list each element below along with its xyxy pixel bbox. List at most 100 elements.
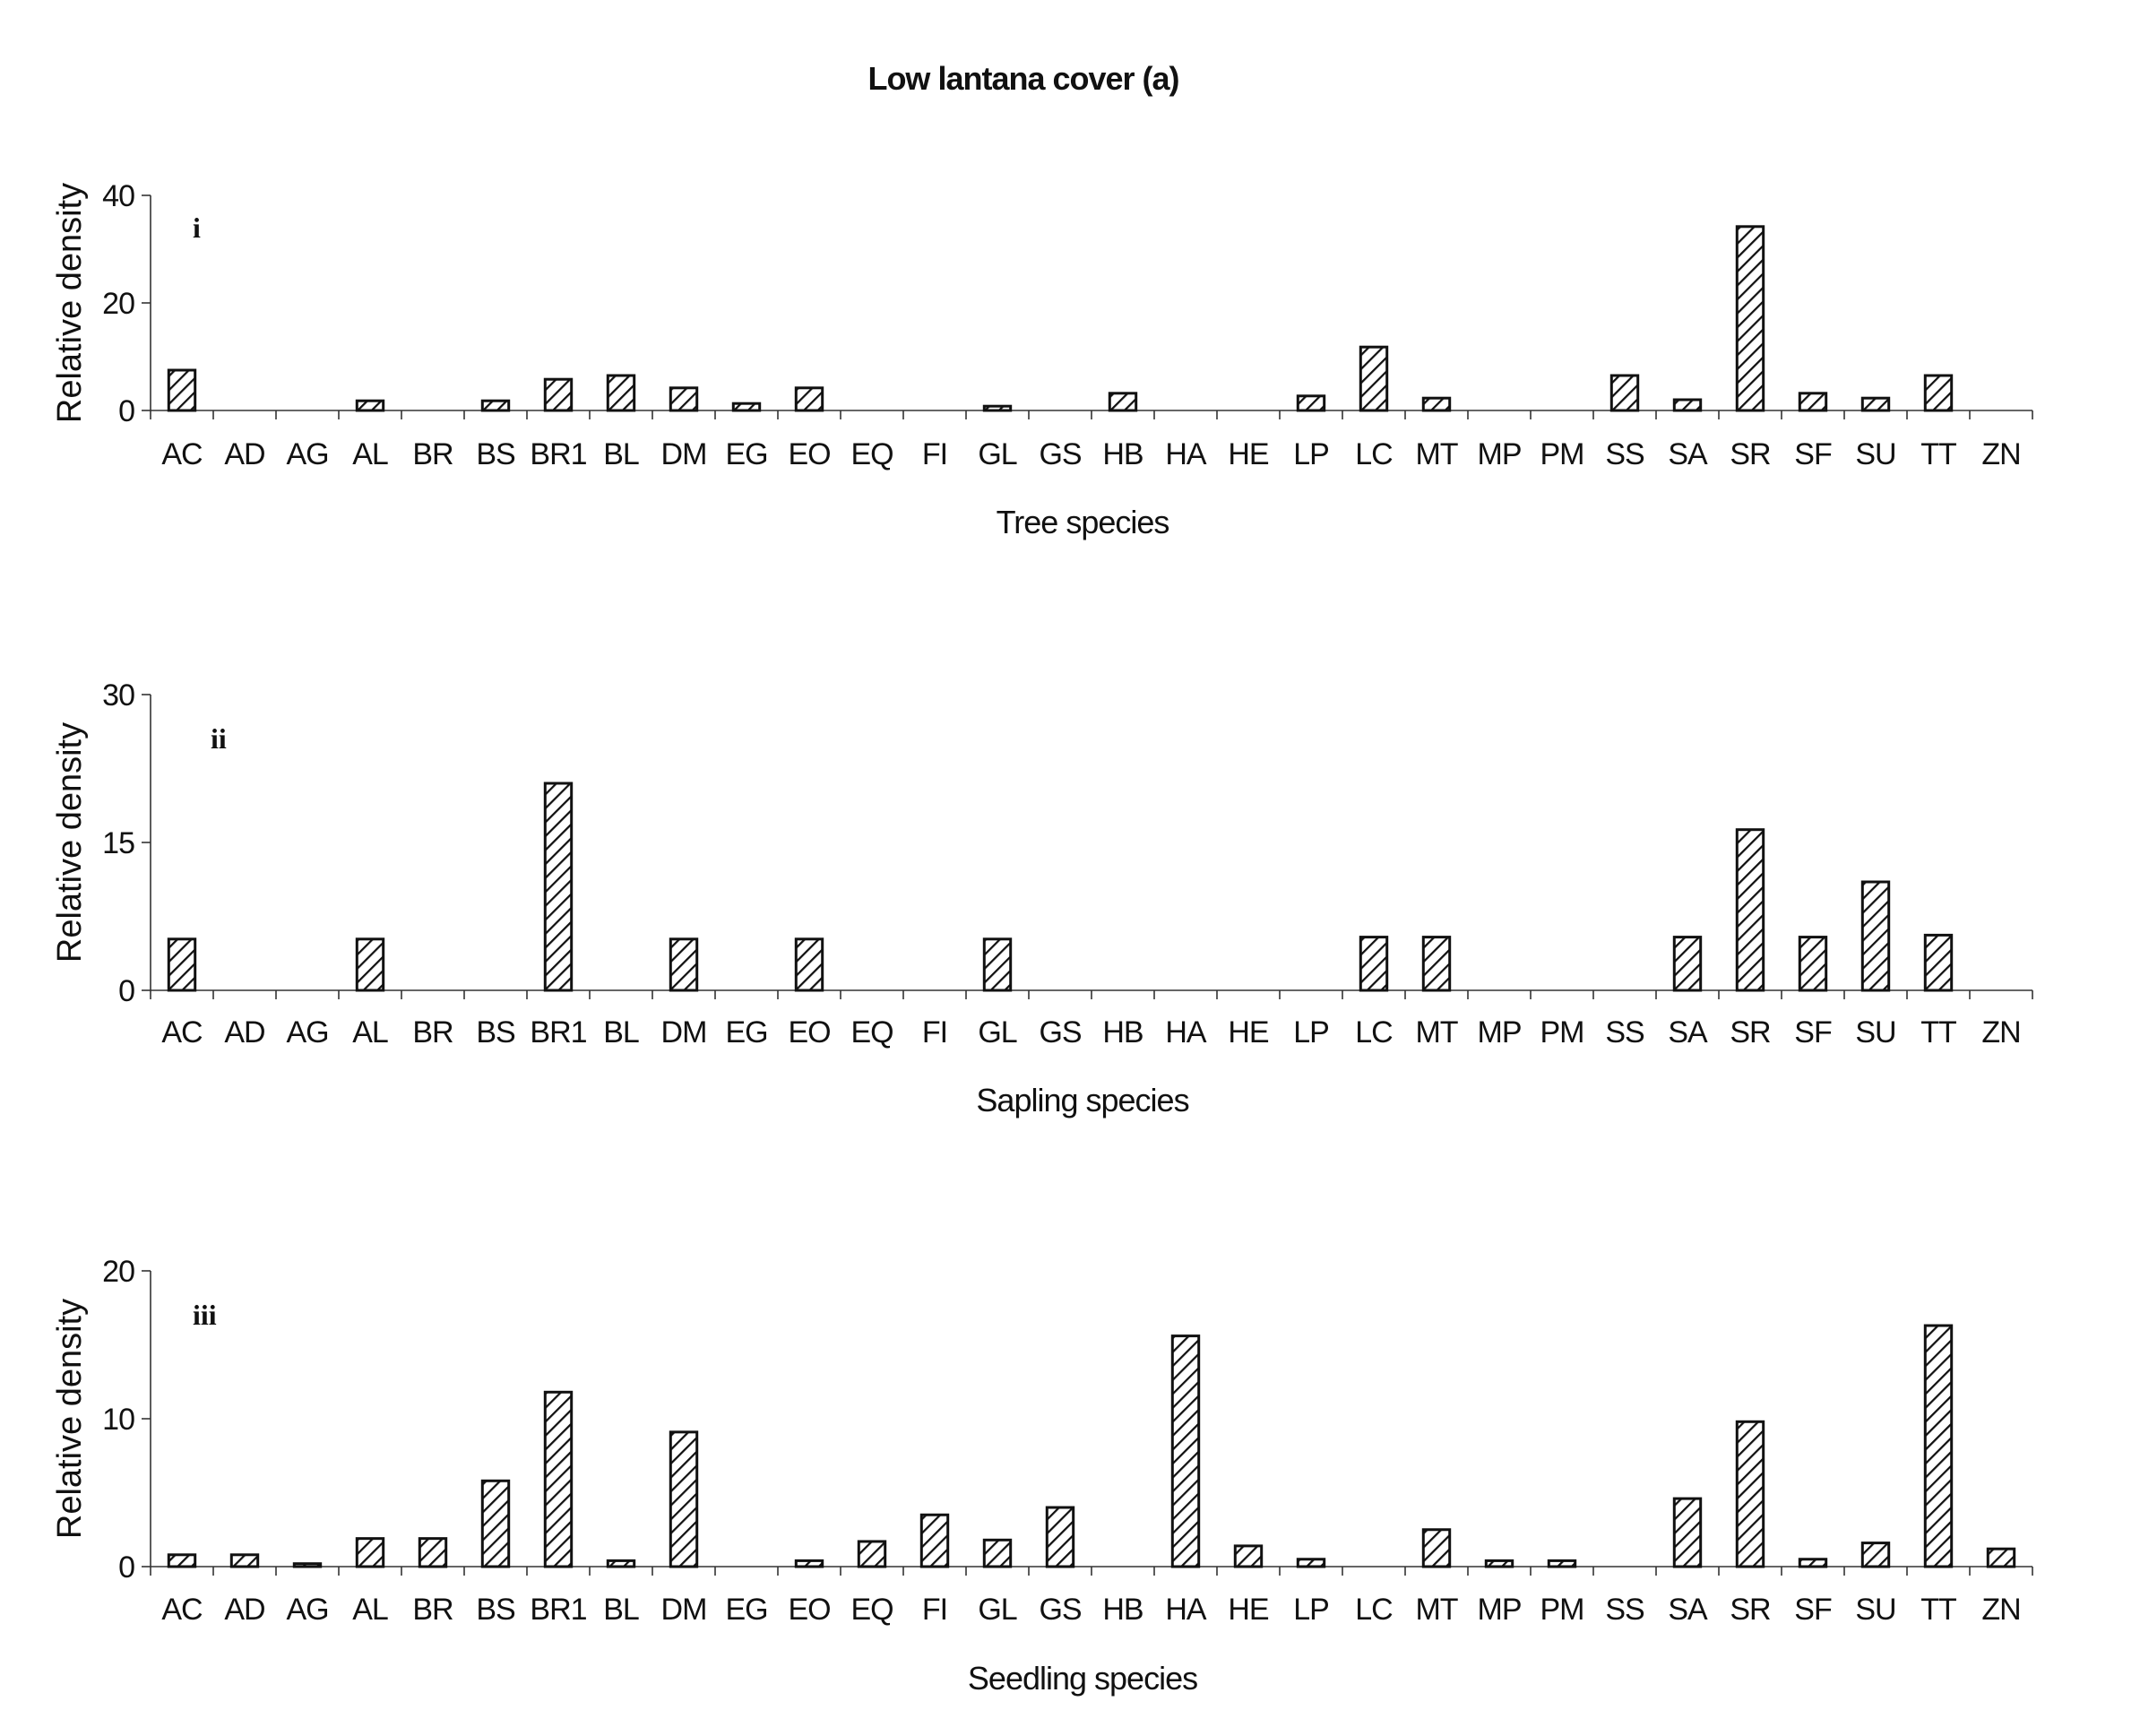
bar-ha bbox=[1170, 1334, 1201, 1568]
x-tick-label: GS bbox=[1039, 1593, 1081, 1627]
y-tick-label: 0 bbox=[118, 1550, 134, 1585]
x-tick-label: PM bbox=[1540, 437, 1584, 471]
x-tick-label: AG bbox=[286, 437, 328, 471]
bar-bs bbox=[480, 399, 511, 412]
x-tick-label: HE bbox=[1228, 437, 1269, 471]
x-axis-label: Seedling species bbox=[968, 1660, 1197, 1697]
x-tick-label: PM bbox=[1540, 1593, 1584, 1627]
chart-panel-iii: 0 10 20 AC AD AG AL BR BS BR1 BL DM EG EO EQ FI GL GS HB HA… bbox=[51, 1255, 2033, 1697]
x-axis-label: Sapling species bbox=[976, 1082, 1188, 1118]
x-tick-label: BS bbox=[476, 437, 515, 471]
bar-gl bbox=[982, 404, 1013, 412]
bar-eo bbox=[794, 937, 824, 992]
x-tick-label: SR bbox=[1730, 1015, 1770, 1049]
x-tick-label: SS bbox=[1605, 1015, 1644, 1049]
bar-su bbox=[1860, 396, 1891, 412]
x-tick-label: FI bbox=[922, 437, 947, 471]
x-tick-label: GS bbox=[1039, 1015, 1081, 1049]
panel-label: iii bbox=[193, 1299, 217, 1331]
x-tick-label: HE bbox=[1228, 1015, 1269, 1049]
bar-tt bbox=[1923, 933, 1954, 992]
bar-bs bbox=[480, 1479, 511, 1568]
bar-dm bbox=[669, 386, 699, 412]
bar-dm bbox=[669, 937, 699, 992]
x-tick-label: LC bbox=[1355, 1593, 1393, 1627]
x-tick-label: BL bbox=[603, 1015, 639, 1049]
bar-sf bbox=[1798, 936, 1828, 992]
x-tick-label: PM bbox=[1540, 1015, 1584, 1049]
bar-mt bbox=[1421, 1528, 1452, 1568]
x-tick-label: EG bbox=[725, 1593, 767, 1627]
x-tick-label: TT bbox=[1920, 1015, 1956, 1049]
x-tick-label: EG bbox=[725, 1015, 767, 1049]
x-tick-label: MT bbox=[1415, 1015, 1457, 1049]
bar-sa bbox=[1672, 936, 1703, 992]
x-tick-label: MT bbox=[1415, 437, 1457, 471]
y-axis-label: Relative density bbox=[51, 722, 89, 963]
x-tick-label: AD bbox=[224, 1593, 264, 1627]
bar-sa bbox=[1672, 398, 1703, 412]
x-tick-label: LC bbox=[1355, 1015, 1393, 1049]
bar-al bbox=[355, 1537, 385, 1568]
bar-al bbox=[355, 399, 385, 412]
bar-fi bbox=[919, 1513, 950, 1568]
x-tick-label: SR bbox=[1730, 1593, 1770, 1627]
x-tick-label: BL bbox=[603, 437, 639, 471]
x-tick-label: HE bbox=[1228, 1593, 1269, 1627]
bar-hb bbox=[1108, 392, 1138, 412]
x-tick-label: DM bbox=[661, 437, 707, 471]
bar-lp bbox=[1296, 394, 1326, 412]
x-tick-label: SF bbox=[1794, 1593, 1832, 1627]
x-tick-label: EO bbox=[788, 437, 830, 471]
y-tick-label: 20 bbox=[102, 287, 134, 321]
bar-sf bbox=[1798, 392, 1828, 412]
x-tick-label: AL bbox=[352, 437, 388, 471]
x-tick-label: EG bbox=[725, 437, 767, 471]
x-tick-label: BR1 bbox=[530, 1015, 586, 1049]
x-tick-label: SU bbox=[1855, 1015, 1895, 1049]
y-tick-label: 0 bbox=[118, 974, 134, 1008]
x-tick-label: SA bbox=[1668, 1015, 1708, 1049]
x-tick-label: HA bbox=[1165, 1593, 1207, 1627]
x-tick-label: SU bbox=[1855, 437, 1895, 471]
panel-label: i bbox=[193, 212, 201, 244]
x-tick-label: ZN bbox=[1981, 1593, 2020, 1627]
x-tick-label: EQ bbox=[850, 1593, 893, 1627]
x-tick-label: LP bbox=[1293, 437, 1329, 471]
x-tick-label: HA bbox=[1165, 437, 1207, 471]
bar-mp bbox=[1484, 1559, 1514, 1568]
x-tick-label: LP bbox=[1293, 1015, 1329, 1049]
x-tick-label: BR bbox=[412, 1593, 453, 1627]
bar-br1 bbox=[543, 377, 574, 412]
bar-gs bbox=[1045, 1506, 1075, 1568]
bar-eo bbox=[794, 1559, 824, 1568]
bar-mt bbox=[1421, 396, 1452, 412]
x-tick-label: MT bbox=[1415, 1593, 1457, 1627]
x-tick-label: BS bbox=[476, 1593, 515, 1627]
x-tick-label: HB bbox=[1102, 437, 1143, 471]
y-tick-label: 0 bbox=[118, 394, 134, 428]
y-axis-label: Relative density bbox=[51, 1299, 89, 1539]
bar-mt bbox=[1421, 936, 1452, 992]
x-tick-label: SF bbox=[1794, 1015, 1832, 1049]
x-tick-label: BR bbox=[412, 1015, 453, 1049]
x-tick-label: AG bbox=[286, 1015, 328, 1049]
bar-zn bbox=[1986, 1547, 2016, 1568]
chart-panel-i: 0 20 40 AC AD AG AL BR BS BR1 BL DM EG EO EQ FI GL GS HB HA… bbox=[51, 179, 2033, 540]
x-tick-label: MP bbox=[1478, 437, 1522, 471]
x-tick-label: SA bbox=[1668, 437, 1708, 471]
x-tick-label: DM bbox=[661, 1593, 707, 1627]
bar-ac bbox=[167, 368, 197, 412]
x-tick-label: EO bbox=[788, 1015, 830, 1049]
bar-al bbox=[355, 937, 385, 992]
x-tick-label: AC bbox=[161, 1015, 203, 1049]
x-tick-label: BR bbox=[412, 437, 453, 471]
x-tick-label: TT bbox=[1920, 1593, 1956, 1627]
y-tick-label: 30 bbox=[102, 678, 134, 713]
x-tick-label: SR bbox=[1730, 437, 1770, 471]
bar-sr bbox=[1735, 225, 1765, 412]
x-tick-label: SS bbox=[1605, 437, 1644, 471]
x-tick-label: DM bbox=[661, 1015, 707, 1049]
x-tick-label: AD bbox=[224, 437, 264, 471]
x-tick-label: BL bbox=[603, 1593, 639, 1627]
